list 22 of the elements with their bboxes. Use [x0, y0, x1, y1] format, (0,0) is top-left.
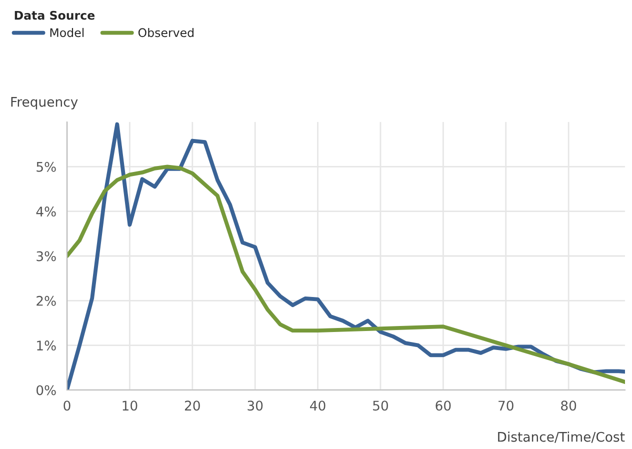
y-tick-label: 1%: [37, 340, 56, 351]
x-axis-title: Distance/Time/Cost: [498, 432, 625, 443]
x-tick-label: 0: [64, 400, 70, 411]
x-tick-label: 50: [373, 400, 388, 411]
x-tick-label: 40: [310, 400, 326, 411]
x-tick-label: 10: [122, 400, 138, 411]
x-tick-label: 20: [184, 400, 200, 411]
x-tick-label: 60: [436, 400, 451, 411]
x-tick-label: 70: [498, 400, 514, 411]
y-axis-title: Frequency: [11, 97, 78, 110]
y-tick-label: 0%: [36, 385, 56, 396]
y-tick-label: 4%: [36, 206, 56, 217]
legend-title: Data Source: [14, 10, 95, 20]
y-tick-label: 2%: [36, 296, 56, 306]
legend-label: Model: [50, 28, 84, 38]
y-tick-label: 5%: [36, 162, 56, 172]
x-tick-label: 80: [561, 400, 576, 411]
legend-label: Observed: [138, 28, 194, 38]
y-tick-label: 3%: [36, 251, 56, 262]
x-tick-label: 30: [248, 400, 263, 411]
line-series: [67, 164, 625, 384]
line-series: [67, 122, 625, 390]
